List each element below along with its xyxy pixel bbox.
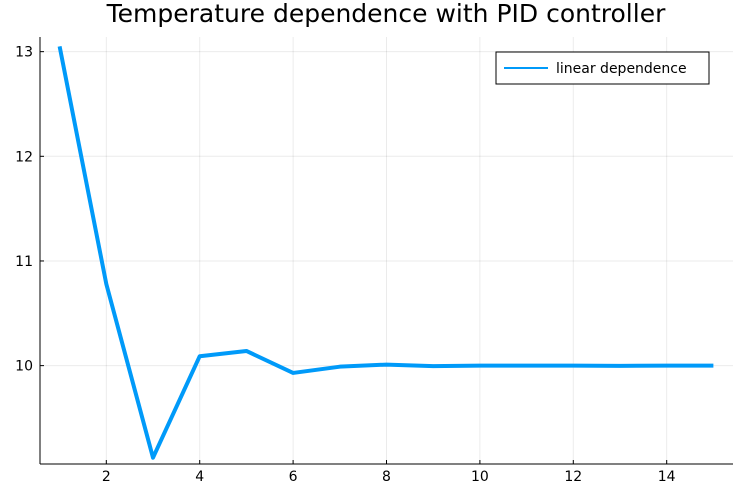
y-tick-label: 10 — [15, 359, 33, 375]
tick-labels: 2 4 6 8 10 12 14 10 11 12 13 — [15, 45, 676, 485]
x-tick-label: 2 — [102, 469, 111, 485]
x-tick-label: 10 — [471, 469, 489, 485]
grid — [40, 37, 733, 464]
chart-title: Temperature dependence with PID controll… — [106, 0, 666, 28]
legend-label: linear dependence — [556, 61, 687, 77]
y-tick-label: 13 — [15, 45, 33, 61]
x-tick-label: 4 — [195, 469, 204, 485]
y-tick-label: 11 — [15, 254, 33, 270]
axes — [39, 37, 733, 465]
x-tick-label: 6 — [289, 469, 298, 485]
series-layer — [57, 46, 714, 460]
x-tick-label: 14 — [658, 469, 676, 485]
legend: linear dependence — [495, 51, 710, 85]
series-line — [57, 46, 714, 460]
x-tick-label: 8 — [382, 469, 391, 485]
y-tick-label: 12 — [15, 149, 33, 165]
x-tick-label: 12 — [564, 469, 582, 485]
